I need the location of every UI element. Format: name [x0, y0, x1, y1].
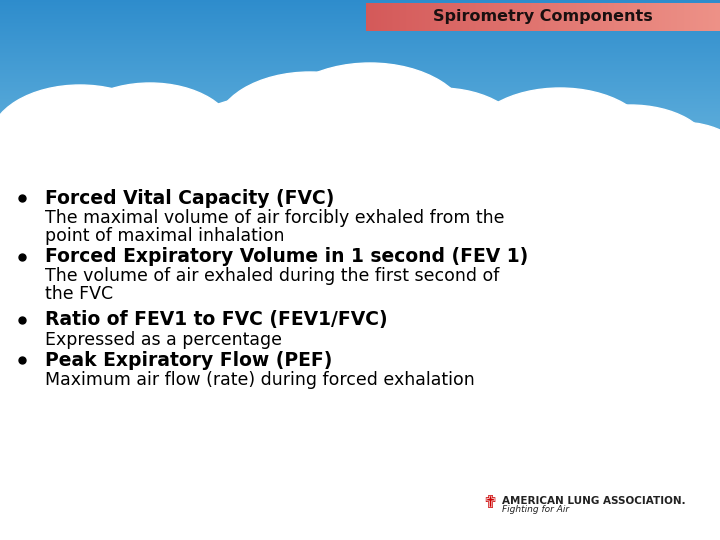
Text: Fighting for Air: Fighting for Air: [502, 504, 569, 514]
Ellipse shape: [615, 122, 720, 198]
Text: Spirometry Components: Spirometry Components: [433, 10, 653, 24]
Ellipse shape: [0, 120, 90, 200]
Ellipse shape: [440, 152, 680, 208]
Text: Forced Expiratory Volume in 1 second (FEV 1): Forced Expiratory Volume in 1 second (FE…: [45, 247, 528, 267]
Text: Maximum air flow (rate) during forced exhalation: Maximum air flow (rate) during forced ex…: [45, 371, 474, 389]
Ellipse shape: [65, 83, 235, 187]
Ellipse shape: [550, 105, 710, 195]
Ellipse shape: [270, 63, 470, 187]
Ellipse shape: [180, 97, 340, 193]
Ellipse shape: [355, 88, 525, 192]
Ellipse shape: [620, 150, 720, 200]
Text: ✟: ✟: [482, 494, 498, 512]
Ellipse shape: [0, 170, 720, 210]
Ellipse shape: [0, 85, 170, 195]
Text: Expressed as a percentage: Expressed as a percentage: [45, 331, 282, 349]
Ellipse shape: [470, 88, 650, 192]
Ellipse shape: [0, 182, 220, 218]
Ellipse shape: [130, 105, 270, 195]
Ellipse shape: [10, 140, 210, 210]
Text: the FVC: the FVC: [45, 285, 113, 303]
Ellipse shape: [215, 72, 405, 188]
Text: Forced Vital Capacity (FVC): Forced Vital Capacity (FVC): [45, 188, 334, 207]
Text: AMERICAN LUNG ASSOCIATION.: AMERICAN LUNG ASSOCIATION.: [502, 496, 685, 506]
Bar: [366, 3, 720, 31]
Text: Peak Expiratory Flow (PEF): Peak Expiratory Flow (PEF): [45, 350, 333, 369]
Text: Ratio of FEV1 to FVC (FEV1/FVC): Ratio of FEV1 to FVC (FEV1/FVC): [45, 310, 387, 329]
Ellipse shape: [460, 182, 720, 218]
Ellipse shape: [425, 105, 575, 195]
Text: point of maximal inhalation: point of maximal inhalation: [45, 227, 284, 245]
Text: The volume of air exhaled during the first second of: The volume of air exhaled during the fir…: [45, 267, 500, 285]
Text: The maximal volume of air forcibly exhaled from the: The maximal volume of air forcibly exhal…: [45, 209, 505, 227]
Ellipse shape: [180, 145, 440, 205]
